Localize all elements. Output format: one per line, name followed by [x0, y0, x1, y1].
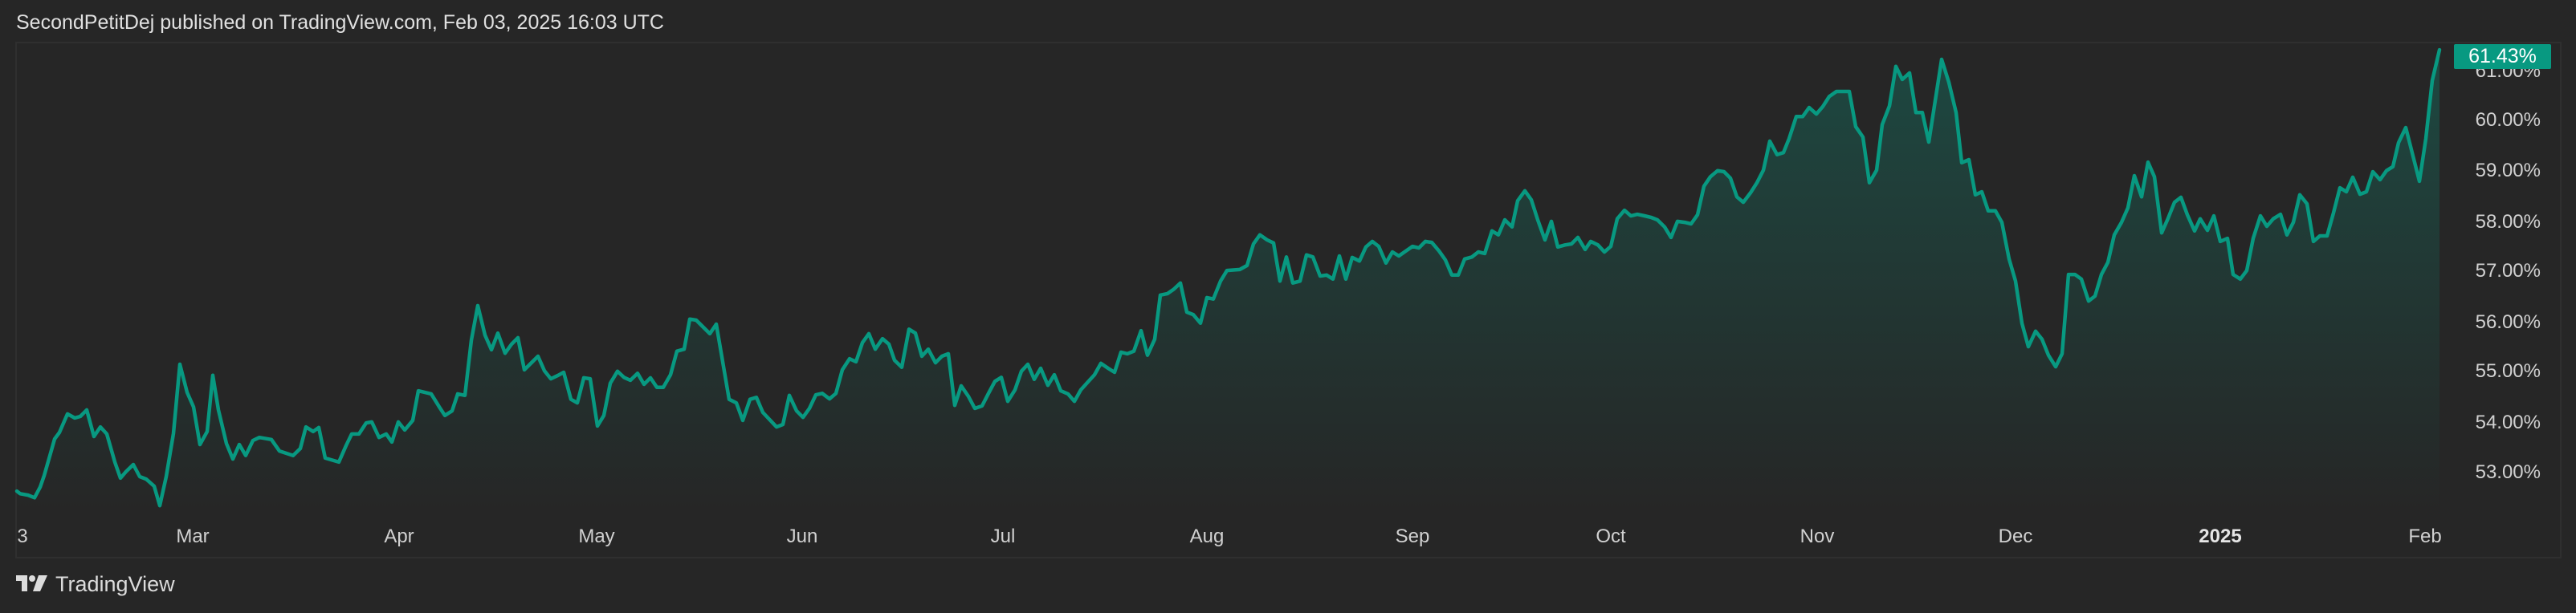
y-tick-label: 57.00% — [2475, 260, 2541, 282]
x-tick-label: Nov — [1800, 526, 1835, 547]
y-tick-label: 55.00% — [2475, 360, 2541, 382]
x-tick-label: Jul — [990, 526, 1016, 547]
x-tick-label: Sep — [1395, 526, 1430, 547]
y-tick-label: 54.00% — [2475, 412, 2541, 433]
y-tick-label: 59.00% — [2475, 160, 2541, 181]
area-fill — [17, 50, 2439, 558]
x-tick-label: 2025 — [2199, 526, 2242, 547]
y-tick-label: 53.00% — [2475, 461, 2541, 483]
y-tick-label: 60.00% — [2475, 109, 2541, 131]
x-tick-label: Aug — [1189, 526, 1225, 547]
x-tick-label: 3 — [17, 526, 28, 547]
y-tick-label: 56.00% — [2475, 311, 2541, 333]
x-tick-label: Feb — [2408, 526, 2442, 547]
x-tick-label: May — [578, 526, 615, 547]
tradingview-logo-icon — [16, 575, 47, 591]
publish-info: SecondPetitDej published on TradingView.… — [16, 11, 664, 34]
x-tick-label: Apr — [384, 526, 414, 547]
x-tick-label: Dec — [1998, 526, 2033, 547]
x-tick-label: Oct — [1596, 526, 1626, 547]
last-value-badge: 61.43% — [2454, 44, 2551, 69]
y-tick-label: 58.00% — [2475, 211, 2541, 233]
series-line — [14, 47, 2442, 508]
x-tick-label: Jun — [786, 526, 818, 547]
tradingview-brand-text: TradingView — [55, 572, 175, 596]
x-tick-label: Mar — [176, 526, 210, 547]
footer-branding[interactable]: TradingView — [16, 572, 175, 596]
chart-pane-frame — [15, 42, 2562, 558]
